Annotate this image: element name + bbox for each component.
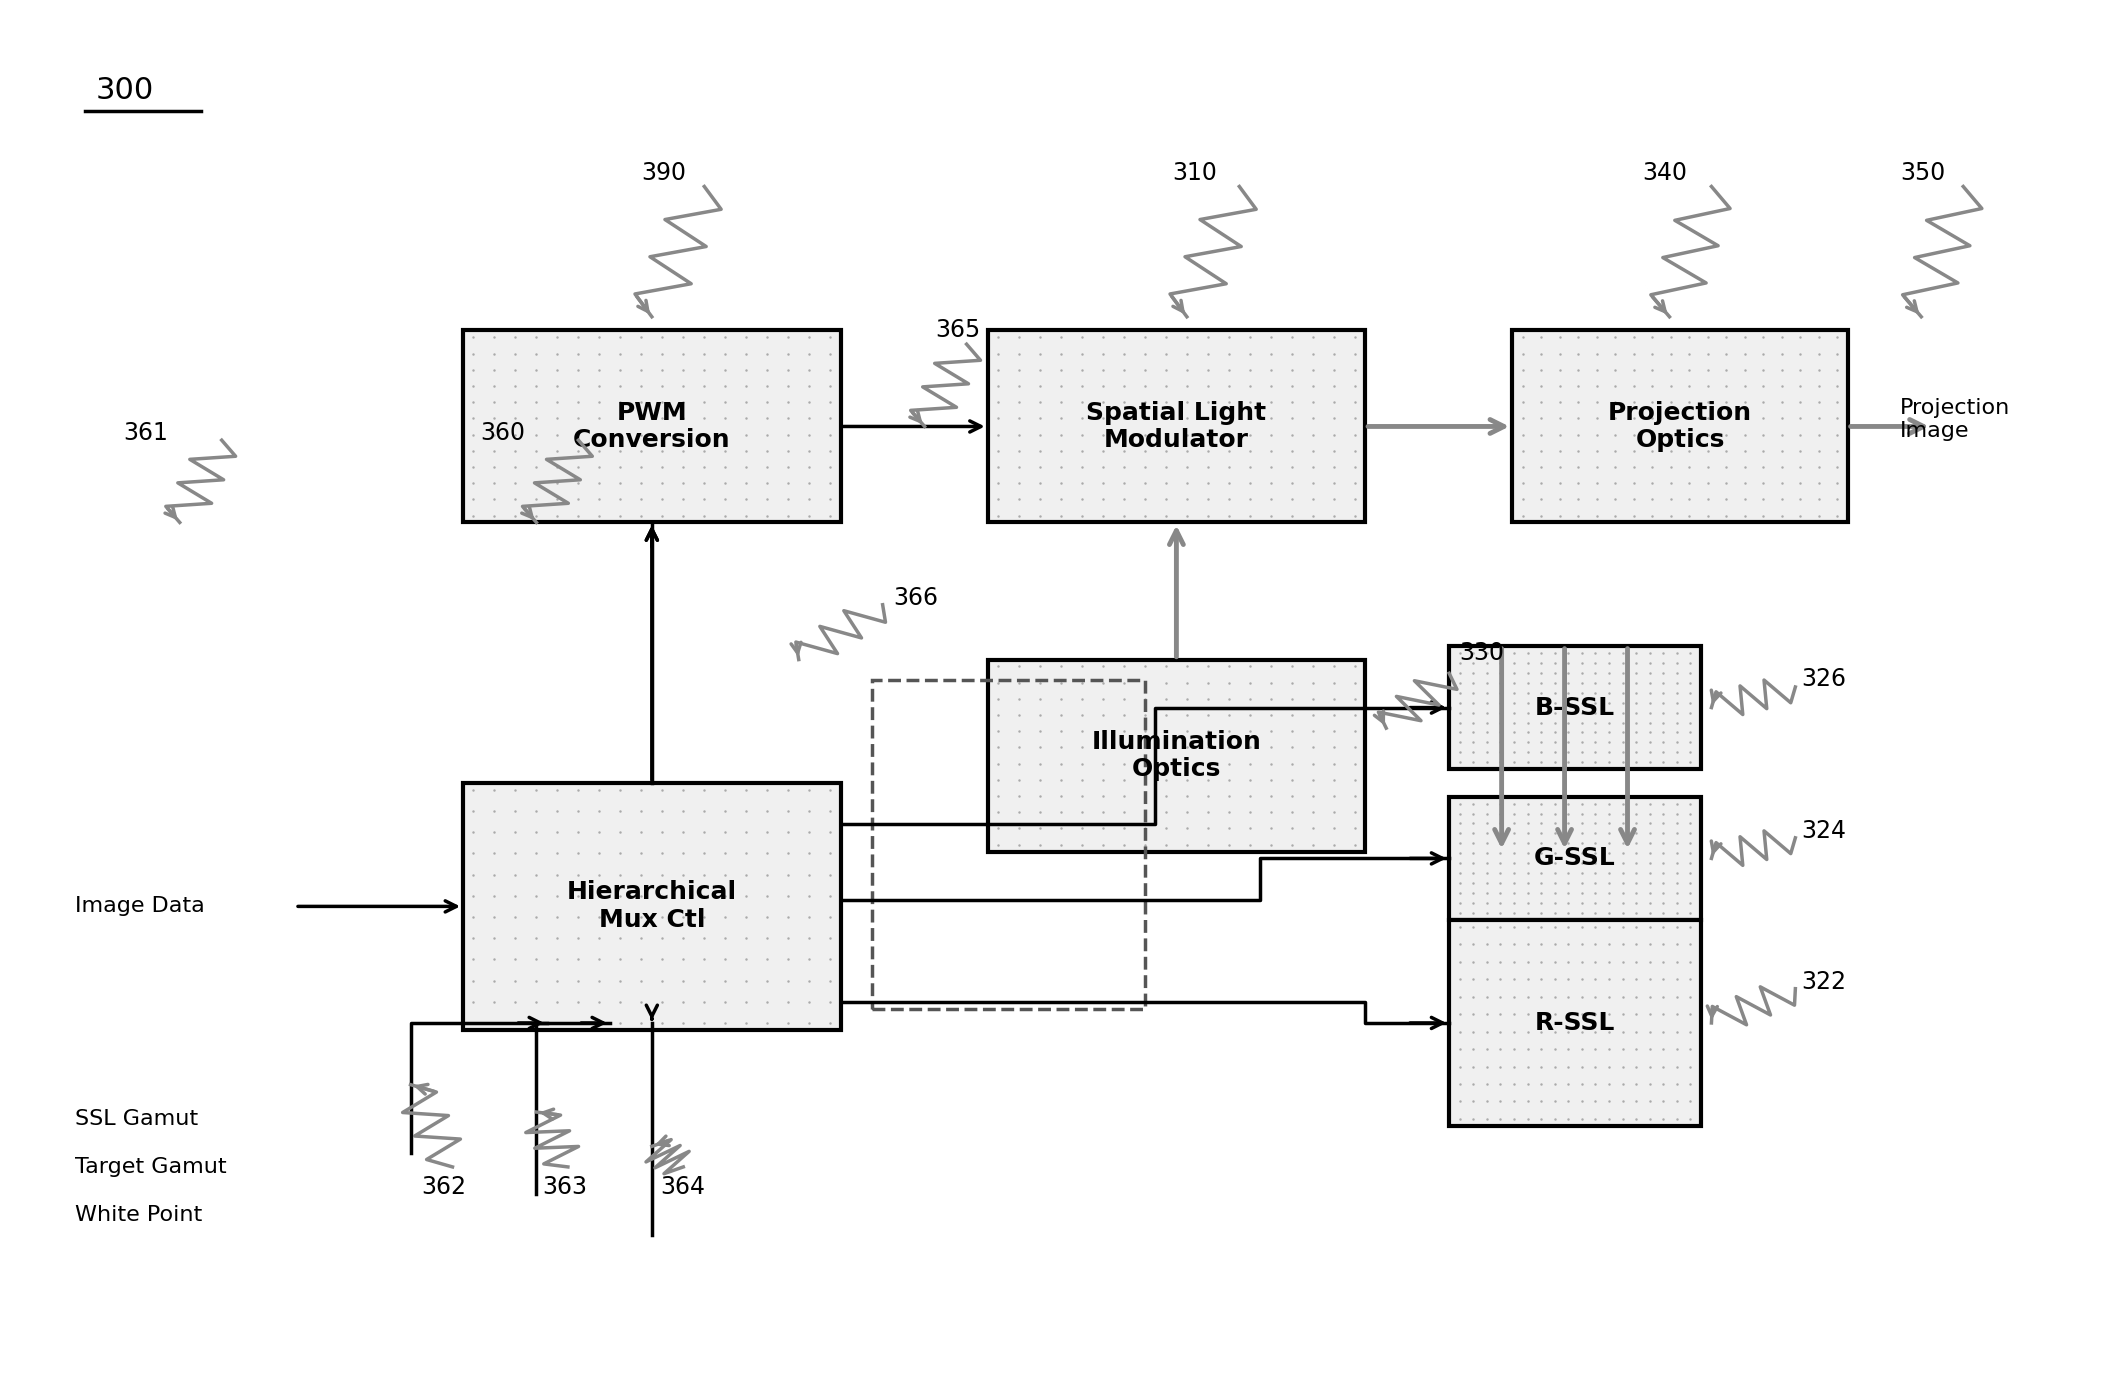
Text: 366: 366 [893,585,939,610]
Text: PWM
Conversion: PWM Conversion [574,401,731,452]
Text: 365: 365 [935,319,981,342]
FancyBboxPatch shape [987,660,1366,852]
Text: 364: 364 [660,1176,706,1200]
FancyBboxPatch shape [1450,921,1702,1125]
Text: 361: 361 [124,422,168,445]
Text: 360: 360 [479,422,525,445]
Text: R-SSL: R-SSL [1536,1011,1616,1035]
Bar [872,680,1145,1010]
Text: 322: 322 [1803,970,1847,993]
FancyBboxPatch shape [462,783,840,1029]
Text: G-SSL: G-SSL [1534,846,1616,870]
Text: 340: 340 [1643,161,1687,184]
Text: 324: 324 [1803,819,1847,844]
Text: SSL Gamut: SSL Gamut [76,1109,197,1129]
FancyBboxPatch shape [1450,646,1702,769]
Text: 350: 350 [1899,161,1946,184]
Text: Hierarchical
Mux Ctl: Hierarchical Mux Ctl [567,881,737,933]
Text: 310: 310 [1172,161,1216,184]
Text: B-SSL: B-SSL [1536,695,1616,720]
Text: 330: 330 [1460,640,1504,665]
Text: 363: 363 [542,1176,588,1200]
Text: 326: 326 [1803,666,1847,691]
Text: 300: 300 [97,76,153,104]
Text: Spatial Light
Modulator: Spatial Light Modulator [1086,401,1267,452]
Text: Target Gamut: Target Gamut [76,1157,227,1178]
Text: Projection
Optics: Projection Optics [1607,401,1752,452]
FancyBboxPatch shape [987,331,1366,522]
Text: 390: 390 [641,161,687,184]
Text: Illumination
Optics: Illumination Optics [1090,730,1261,782]
Text: Image Data: Image Data [76,896,204,916]
FancyBboxPatch shape [1513,331,1847,522]
FancyBboxPatch shape [462,331,840,522]
FancyBboxPatch shape [1450,797,1702,921]
Text: White Point: White Point [76,1205,202,1224]
Text: Projection
Image: Projection Image [1899,398,2011,441]
Text: 362: 362 [420,1176,466,1200]
